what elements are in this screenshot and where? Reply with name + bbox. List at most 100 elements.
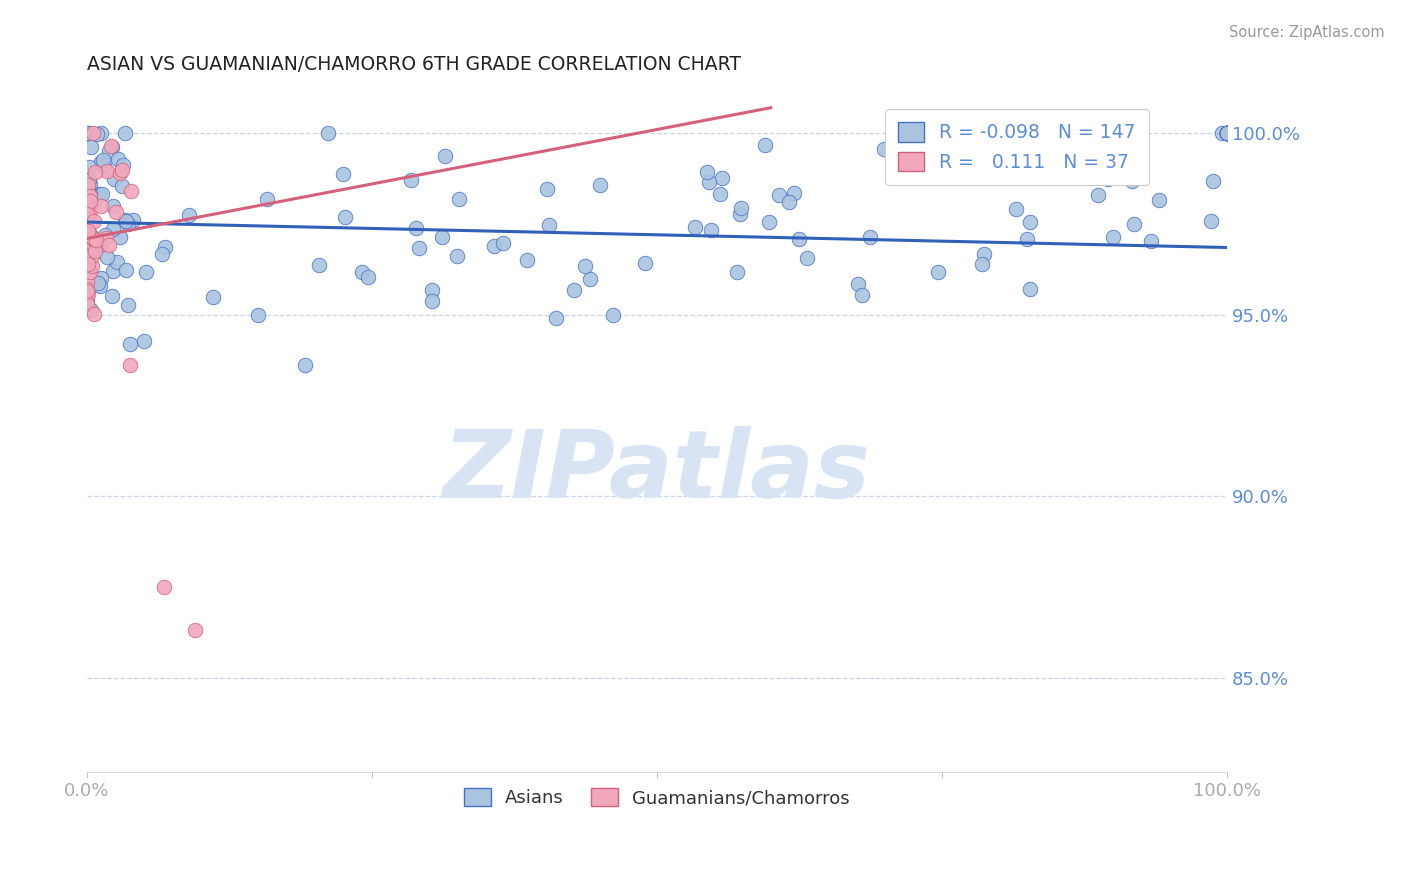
Point [76, 226, 98, 240]
Point [90, 154, 112, 169]
Point [93, 159, 115, 173]
Point [1097, 172, 1119, 186]
Point [1216, 126, 1239, 140]
Point [153, 580, 176, 594]
Point [1216, 126, 1239, 140]
Point [1216, 126, 1239, 140]
Point [202, 290, 225, 304]
Point [536, 182, 558, 196]
Point [1216, 126, 1239, 140]
Text: Source: ZipAtlas.com: Source: ZipAtlas.com [1229, 25, 1385, 40]
Point [83, 307, 105, 321]
Point [111, 178, 134, 193]
Point [446, 249, 468, 263]
Point [80, 140, 103, 154]
Point [574, 259, 596, 273]
Point [796, 251, 818, 265]
Point [83, 194, 105, 209]
Point [1074, 126, 1097, 140]
Point [1216, 126, 1239, 140]
Point [87, 276, 110, 290]
Point [1216, 126, 1239, 140]
Point [103, 171, 125, 186]
Point [408, 241, 430, 255]
Point [562, 283, 585, 297]
Point [112, 158, 135, 172]
Point [79, 161, 101, 175]
Point [101, 140, 124, 154]
Point [76, 209, 98, 223]
Point [482, 239, 505, 253]
Point [1018, 282, 1040, 296]
Point [110, 166, 132, 180]
Point [728, 207, 751, 221]
Point [79, 265, 101, 279]
Point [401, 173, 423, 187]
Point [107, 153, 129, 167]
Point [177, 208, 200, 222]
Point [700, 222, 723, 236]
Point [83, 244, 105, 258]
Point [537, 218, 560, 232]
Point [972, 257, 994, 271]
Point [80, 302, 103, 317]
Point [77, 178, 100, 192]
Point [1201, 214, 1223, 228]
Point [114, 126, 136, 140]
Point [82, 236, 104, 251]
Point [79, 189, 101, 203]
Point [77, 126, 100, 140]
Point [77, 126, 100, 140]
Point [768, 187, 790, 202]
Point [76, 209, 98, 223]
Point [84, 165, 107, 179]
Point [730, 201, 752, 215]
Point [1216, 126, 1239, 140]
Point [96, 250, 118, 264]
Point [76, 207, 98, 221]
Point [101, 221, 124, 235]
Point [101, 264, 124, 278]
Point [76, 282, 98, 296]
Point [492, 236, 515, 251]
Point [87, 186, 110, 201]
Point [79, 187, 101, 202]
Point [350, 265, 373, 279]
Point [94, 231, 117, 245]
Point [1085, 158, 1108, 172]
Point [634, 255, 657, 269]
Point [1216, 126, 1239, 140]
Point [150, 246, 173, 260]
Point [308, 258, 330, 272]
Point [90, 271, 112, 285]
Point [114, 214, 136, 228]
Point [101, 289, 124, 303]
Point [357, 270, 380, 285]
Point [927, 265, 949, 279]
Legend: Asians, Guamanians/Chamorros: Asians, Guamanians/Chamorros [457, 780, 858, 814]
Point [1216, 126, 1239, 140]
Point [77, 224, 100, 238]
Point [76, 275, 98, 289]
Point [873, 143, 896, 157]
Point [1216, 126, 1239, 140]
Point [851, 288, 873, 302]
Point [84, 233, 107, 247]
Point [120, 359, 142, 373]
Point [316, 126, 339, 140]
Point [1216, 126, 1239, 140]
Point [101, 199, 124, 213]
Point [1087, 187, 1109, 202]
Point [77, 240, 100, 254]
Point [859, 230, 882, 244]
Point [79, 194, 101, 208]
Point [184, 624, 207, 638]
Point [602, 309, 624, 323]
Point [778, 195, 800, 210]
Point [709, 187, 731, 202]
Point [973, 247, 995, 261]
Point [434, 149, 457, 163]
Point [77, 173, 100, 187]
Point [76, 293, 98, 307]
Point [758, 215, 780, 229]
